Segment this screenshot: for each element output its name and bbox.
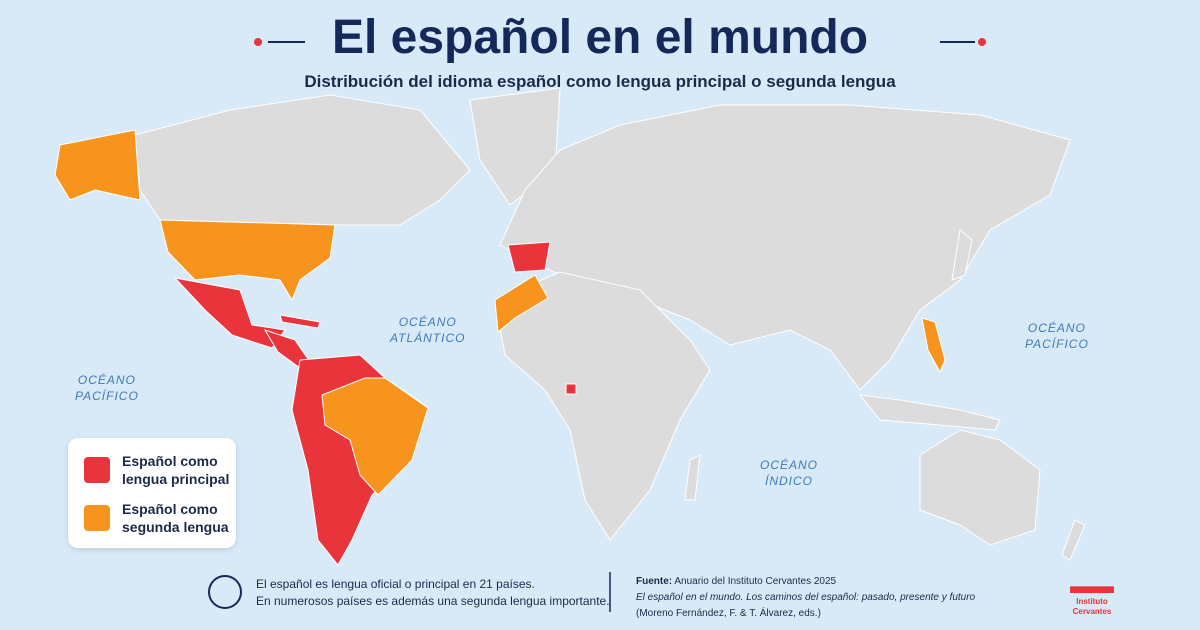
note-line: El español es lengua oficial o principal… bbox=[256, 577, 535, 591]
legend-swatch bbox=[84, 457, 110, 483]
ocean-line: ATLÁNTICO bbox=[390, 331, 466, 345]
canada bbox=[134, 94, 471, 226]
legend-swatch bbox=[84, 505, 110, 531]
indonesia bbox=[858, 394, 1001, 431]
japan bbox=[951, 229, 973, 281]
legend: Español como lengua principal Español com… bbox=[68, 438, 236, 548]
ornament bbox=[254, 38, 262, 46]
subtitle: Distribución del idioma español como len… bbox=[304, 72, 896, 91]
ornament bbox=[978, 38, 986, 46]
legend-line: segunda lengua bbox=[122, 519, 229, 535]
philippines bbox=[921, 317, 946, 374]
footer-note: El español es lengua oficial o principal… bbox=[256, 576, 610, 610]
brazil bbox=[321, 377, 429, 496]
source-line: (Moreno Fernández, F. & T. Álvarez, eds.… bbox=[636, 608, 821, 619]
ocean-line: ÍNDICO bbox=[765, 474, 813, 488]
source-text: Anuario del Instituto Cervantes 2025 bbox=[674, 576, 837, 587]
logo-text: Instituto bbox=[1076, 597, 1108, 606]
madagascar bbox=[684, 454, 701, 501]
globe-icon bbox=[208, 575, 242, 609]
alaska bbox=[54, 129, 141, 201]
logo-mark: ▬▬ bbox=[1070, 573, 1114, 598]
ocean-line: OCÉANO bbox=[1027, 321, 1086, 335]
africa bbox=[494, 271, 711, 541]
source-line: Fuente: Anuario del Instituto Cervantes … bbox=[636, 574, 975, 590]
cuba bbox=[279, 314, 321, 329]
legend-text: Español como segunda lengua bbox=[122, 500, 229, 536]
ocean-line: OCÉANO bbox=[77, 373, 136, 387]
source: Fuente: Anuario del Instituto Cervantes … bbox=[636, 574, 975, 622]
ocean-line: PACÍFICO bbox=[1025, 337, 1089, 351]
mexico bbox=[173, 277, 286, 349]
ocean-line: PACÍFICO bbox=[75, 389, 139, 403]
ocean-label: OCÉANO PACÍFICO bbox=[75, 372, 139, 404]
legend-line: lengua principal bbox=[122, 471, 230, 487]
new-zealand bbox=[1061, 519, 1086, 561]
usa bbox=[159, 219, 336, 302]
morocco bbox=[494, 274, 549, 333]
legend-item: Español como lengua principal bbox=[84, 452, 229, 488]
eurasia bbox=[499, 104, 1071, 391]
legend-line: Español como bbox=[122, 501, 218, 517]
spain bbox=[507, 241, 551, 273]
ocean-label: OCÉANO ÍNDICO bbox=[760, 457, 818, 489]
note-line: En numerosos países es además una segund… bbox=[256, 594, 610, 608]
source-label: Fuente: bbox=[636, 576, 673, 587]
title: El español en el mundo bbox=[331, 11, 869, 64]
ocean-line: OCÉANO bbox=[760, 458, 819, 472]
ocean-label: OCÉANO PACÍFICO bbox=[1025, 320, 1089, 352]
logo: ▬▬ Instituto Cervantes bbox=[1062, 575, 1122, 617]
source-line: El español en el mundo. Los caminos del … bbox=[636, 592, 976, 603]
ocean-line: OCÉANO bbox=[398, 315, 457, 329]
equatorial-guinea bbox=[565, 383, 577, 395]
australia bbox=[919, 429, 1041, 546]
legend-line: Español como bbox=[122, 453, 218, 469]
legend-item: Español como segunda lengua bbox=[84, 500, 229, 536]
legend-text: Español como lengua principal bbox=[122, 452, 229, 488]
logo-text: Cervantes bbox=[1072, 607, 1112, 616]
ocean-label: OCÉANO ATLÁNTICO bbox=[390, 314, 465, 346]
